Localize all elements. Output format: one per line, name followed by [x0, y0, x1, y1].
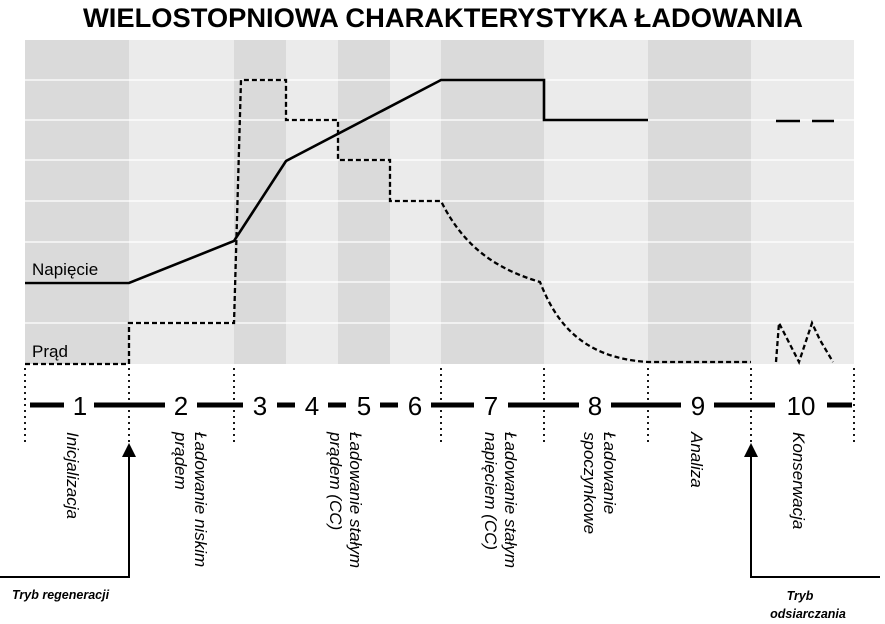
band-stage-4 — [286, 40, 338, 364]
diagram-title: WIELOSTOPNIOWA CHARAKTERYSTYKA ŁADOWANIA — [83, 3, 803, 33]
voltage-curve — [25, 78, 648, 285]
stage-number-8: 8 — [588, 391, 602, 421]
stage-bands — [25, 40, 854, 364]
current-curve — [25, 78, 751, 366]
current-curve-pulses — [774, 318, 834, 365]
stage-number-9: 9 — [691, 391, 705, 421]
stage-desc-2-line-1: Ładowanie niskim — [191, 432, 210, 567]
regeneration-arrow-line — [0, 455, 130, 578]
stage-desc-7-line-1: Ładowanie stałym — [501, 432, 520, 568]
desulfation-arrow-line — [750, 455, 880, 578]
desulfation-mode-label-line-2: odsiarczania — [770, 607, 846, 621]
stage-desc-2-line-2: prądem — [171, 431, 190, 490]
desulfation-arrow-head — [744, 443, 758, 457]
desulfation-mode-label-line-1: Tryb — [787, 589, 814, 603]
band-stage-9 — [648, 40, 751, 364]
band-stage-8 — [544, 40, 648, 364]
band-stage-2 — [129, 40, 234, 364]
stage-desc-7-line-2: napięciem (CC) — [481, 432, 500, 550]
regeneration-mode-label: Tryb regeneracji — [12, 588, 110, 602]
stage-desc-8-line-1: Ładowanie — [600, 432, 619, 514]
regeneration-arrow-head — [122, 443, 136, 457]
stage-number-2: 2 — [174, 391, 188, 421]
stage-number-7: 7 — [484, 391, 498, 421]
stage-desc-4-line-1: Ładowanie stałym — [346, 432, 365, 568]
stage-desc-4-line-2: prądem (CC) — [326, 431, 345, 530]
stage-desc-9: Analiza — [687, 431, 706, 488]
stage-desc-1: Inicjalizacja — [63, 432, 82, 519]
stage-boundaries — [24, 368, 855, 445]
band-stage-7 — [441, 40, 544, 364]
stage-desc-10: Konserwacja — [789, 432, 808, 529]
band-stage-1 — [25, 40, 129, 364]
voltage-label: Napięcie — [32, 260, 98, 279]
stage-number-3: 3 — [253, 391, 267, 421]
regeneration-mode-arrow — [0, 443, 136, 578]
stage-number-10: 10 — [787, 391, 816, 421]
band-stage-10 — [751, 40, 854, 364]
stage-desc-8-line-2: spoczynkowe — [580, 432, 599, 534]
stage-number-4: 4 — [305, 391, 319, 421]
stage-descriptions: Inicjalizacja Ładowanie niskim prądem Ła… — [63, 431, 808, 568]
stage-number-5: 5 — [357, 391, 371, 421]
stage-number-6: 6 — [408, 391, 422, 421]
stage-numbers: 1 2 3 4 5 6 7 8 9 10 — [73, 391, 816, 421]
desulfation-mode-arrow — [744, 443, 880, 578]
stage-number-1: 1 — [73, 391, 87, 421]
current-label: Prąd — [32, 342, 68, 361]
band-stage-5 — [338, 40, 390, 364]
